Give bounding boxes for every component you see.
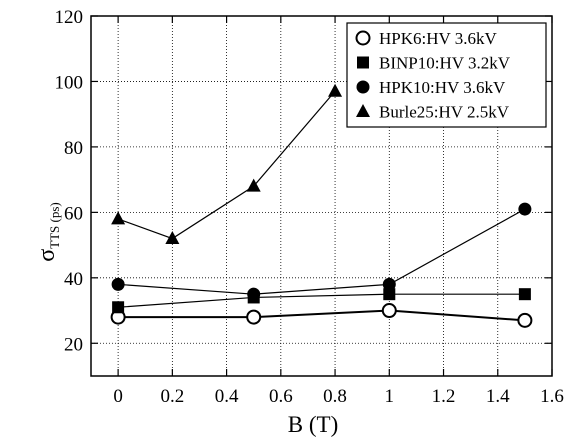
x-tick-label: 1.6 bbox=[540, 386, 564, 407]
data-point bbox=[246, 309, 262, 325]
series-3 bbox=[111, 202, 532, 301]
x-tick-label: 0.6 bbox=[269, 386, 293, 407]
legend-label: HPK10:HV 3.6kV bbox=[379, 78, 506, 97]
y-tick-label: 60 bbox=[64, 203, 83, 224]
legend-marker bbox=[356, 104, 370, 117]
y-tick-label: 40 bbox=[64, 269, 83, 290]
x-axis-label: B (T) bbox=[288, 412, 338, 437]
legend-marker bbox=[355, 30, 371, 46]
data-point bbox=[383, 288, 396, 301]
data-point bbox=[112, 301, 125, 314]
y-tick-label: 100 bbox=[55, 72, 84, 93]
data-point bbox=[111, 211, 126, 225]
series-line bbox=[117, 90, 336, 240]
legend-item: HPK10:HV 3.6kV bbox=[356, 78, 506, 97]
legend-label: Burle25:HV 2.5kV bbox=[379, 103, 510, 122]
data-point bbox=[518, 288, 531, 301]
series-layer bbox=[110, 83, 533, 328]
series-4 bbox=[111, 83, 343, 245]
legend: HPK6:HV 3.6kV BINP10:HV 3.2kV HPK10:HV 3.6… bbox=[346, 22, 547, 128]
x-tick-label: 1.4 bbox=[486, 386, 510, 407]
series-line bbox=[118, 293, 525, 308]
legend-box bbox=[346, 22, 547, 128]
y-axis-label-sub: TTS (ps) bbox=[47, 202, 62, 249]
x-tick-label: 0 bbox=[113, 386, 123, 407]
data-point bbox=[328, 83, 343, 97]
data-point bbox=[382, 277, 396, 291]
legend-label: BINP10:HV 3.2kV bbox=[379, 54, 511, 73]
series-line bbox=[118, 208, 526, 295]
y-tick-label: 20 bbox=[64, 334, 83, 355]
series-line bbox=[118, 309, 525, 322]
y-tick-label: 120 bbox=[55, 7, 84, 28]
x-tick-label: 0.2 bbox=[160, 386, 184, 407]
data-point bbox=[517, 312, 533, 328]
legend-item: BINP10:HV 3.2kV bbox=[357, 54, 511, 73]
y-tick-label: 80 bbox=[64, 138, 83, 159]
legend-item: Burle25:HV 2.5kV bbox=[356, 103, 510, 122]
x-tick-label: 0.8 bbox=[323, 386, 347, 407]
ticks bbox=[91, 15, 553, 376]
tick-labels: 0 0.2 0.4 0.6 0.8 1 1.2 1.4 1.6 20 40 60 80 100 120 bbox=[55, 7, 564, 407]
data-point bbox=[165, 231, 180, 245]
legend-label: HPK6:HV 3.6kV bbox=[379, 29, 497, 48]
legend-marker bbox=[357, 56, 369, 69]
x-tick-label: 0.4 bbox=[215, 386, 239, 407]
series-2 bbox=[112, 288, 531, 314]
legend-marker bbox=[356, 80, 370, 94]
y-axis-label: σTTS (ps) bbox=[34, 202, 62, 262]
x-tick-label: 1 bbox=[385, 386, 395, 407]
series-1 bbox=[110, 303, 533, 328]
plot-frame bbox=[90, 15, 553, 377]
data-point bbox=[518, 202, 532, 216]
data-point bbox=[111, 277, 125, 291]
legend-item: HPK6:HV 3.6kV bbox=[355, 29, 497, 48]
y-axis-label-main: σ bbox=[34, 249, 60, 262]
data-point bbox=[246, 178, 261, 192]
data-point bbox=[247, 287, 261, 301]
data-point bbox=[381, 303, 397, 319]
x-tick-label: 1.2 bbox=[432, 386, 456, 407]
